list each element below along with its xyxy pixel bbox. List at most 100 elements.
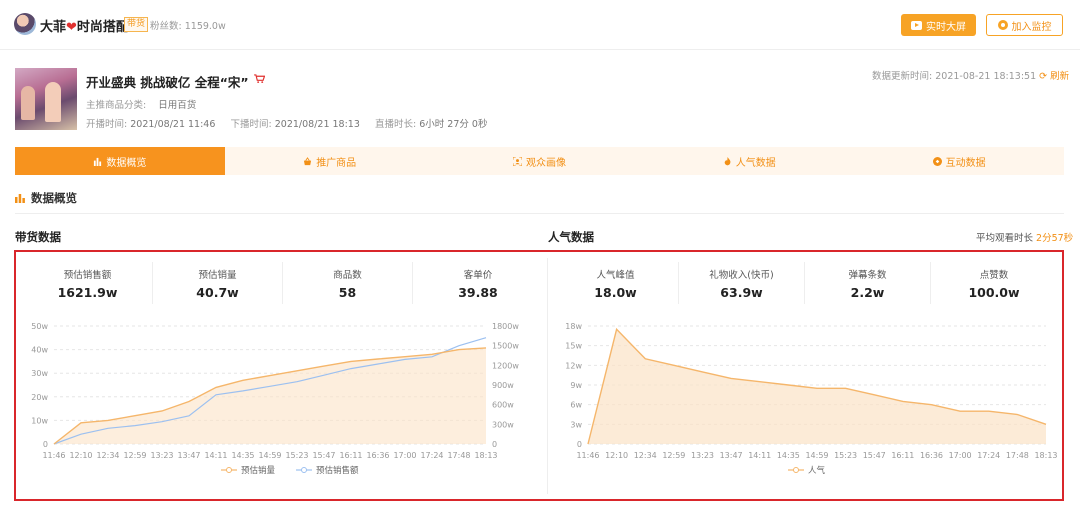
x-tick-label: 12:10	[605, 451, 628, 460]
sales-volume-line	[53, 347, 487, 445]
interaction-icon	[932, 156, 942, 166]
popularity-title: 人气数据	[548, 230, 594, 244]
fans-count: 粉丝数: 1159.0w	[150, 18, 226, 32]
legend-marker	[301, 467, 307, 473]
legend-marker	[793, 467, 799, 473]
popularity-area	[588, 329, 1046, 444]
stat-danmu: 弹幕条数 2.2w	[805, 262, 931, 304]
tab-interaction[interactable]: 互动数据	[854, 147, 1064, 175]
y-left-tick-label: 10w	[31, 416, 48, 425]
sales-panel: 预估销售额 1621.9w 预估销量 40.7w 商品数 58 客单价 39.88 0 1…	[16, 252, 547, 499]
panel-divider	[547, 258, 548, 494]
y-tick-label: 12w	[565, 361, 582, 370]
category-line: 主推商品分类: 日用百货	[86, 97, 196, 111]
stat-likes-label: 点赞数	[979, 269, 1009, 281]
section-divider	[15, 213, 1064, 214]
x-tick-label: 15:23	[285, 451, 308, 460]
x-tick-label: 14:59	[258, 451, 281, 460]
duration-value: 6小时 27分 0秒	[419, 119, 488, 130]
tab-overview-label: 数据概览	[106, 157, 147, 169]
x-tick-label: 14:59	[805, 451, 828, 460]
tab-audience[interactable]: 观众画像	[435, 147, 645, 175]
x-tick-label: 14:35	[777, 451, 800, 460]
realtime-screen-label: 实时大屏	[926, 21, 966, 33]
stat-gmv: 预估销售额 1621.9w	[23, 262, 153, 304]
stat-products-value: 58	[338, 284, 357, 300]
x-tick-label: 17:00	[949, 451, 972, 460]
y-left-tick-label: 30w	[31, 369, 48, 378]
x-tick-label: 16:11	[891, 451, 914, 460]
live-cover-image[interactable]	[15, 68, 77, 130]
stat-gifts-value: 63.9w	[720, 284, 763, 300]
live-title[interactable]: 开业盛典 挑战破亿 全程“宋”	[86, 75, 249, 90]
tab-overview[interactable]: 数据概览	[15, 147, 225, 175]
top-bar: 大菲❤时尚搭配 带货 粉丝数: 1159.0w 实时大屏 加入监控	[0, 0, 1080, 50]
time-line: 开播时间: 2021/08/21 11:46 下播时间: 2021/08/21 …	[86, 116, 487, 130]
popularity-chart[interactable]: 0 3w 6w 9w 12w 15w 18w 11:46 12:10 12:34 12:59 13:2…	[548, 310, 1062, 500]
sales-stats: 预估销售额 1621.9w 预估销量 40.7w 商品数 58 客单价 39.88	[23, 262, 543, 304]
y-tick-label: 15w	[565, 342, 582, 351]
avg-watch-time: 平均观看时长 2分57秒	[976, 230, 1073, 244]
add-monitor-button[interactable]: 加入监控	[986, 14, 1063, 36]
shop-name-part-a: 大菲	[40, 20, 67, 35]
x-tick-label: 14:11	[204, 451, 227, 460]
y-tick-label: 6w	[570, 401, 582, 410]
stat-likes: 点赞数 100.0w	[931, 262, 1057, 304]
heart-icon: ❤	[66, 20, 77, 35]
gmv-line	[53, 337, 487, 445]
stat-gifts: 礼物收入(快币) 63.9w	[679, 262, 805, 304]
y-right-tick-label: 1800w	[492, 322, 519, 331]
sales-chart[interactable]: 0 10w 20w 30w 40w 50w 0 300w 600w 900w 1200w 1500w 1…	[16, 310, 547, 500]
y-tick-label: 9w	[570, 381, 582, 390]
cart-icon[interactable]	[254, 74, 265, 83]
stat-gmv-value: 1621.9w	[57, 284, 118, 300]
avatar[interactable]	[14, 13, 36, 35]
realtime-screen-button[interactable]: 实时大屏	[901, 14, 976, 36]
legend-label: 预估销量	[241, 465, 276, 476]
y-left-tick-label: 40w	[31, 346, 48, 355]
refresh-button[interactable]: ⟳ 刷新	[1039, 71, 1070, 82]
stat-unit-price: 客单价 39.88	[413, 262, 543, 304]
stat-likes-value: 100.0w	[968, 284, 1020, 300]
legend-marker	[226, 467, 232, 473]
tab-products[interactable]: 推广商品	[225, 147, 435, 175]
section-title: 数据概览	[31, 191, 77, 205]
shop-name-part-b: 时尚搭配	[76, 20, 129, 35]
monitor-icon	[997, 20, 1008, 30]
section-header: 数据概览	[15, 190, 77, 206]
x-tick-label: 16:11	[339, 451, 362, 460]
x-tick-label: 17:00	[393, 451, 416, 460]
x-tick-label: 17:48	[1006, 451, 1029, 460]
tab-interaction-label: 互动数据	[945, 157, 986, 169]
tab-popularity-label: 人气数据	[735, 157, 776, 169]
x-tick-label: 13:23	[150, 451, 173, 460]
x-tick-label: 12:10	[69, 451, 92, 460]
highlight-frame: 预估销售额 1621.9w 预估销量 40.7w 商品数 58 客单价 39.88 0 1…	[14, 250, 1064, 501]
x-tick-label: 11:46	[576, 451, 599, 460]
fans-value: 1159.0w	[184, 21, 226, 32]
stat-sales-value: 40.7w	[196, 284, 239, 300]
play-screen-icon	[911, 20, 922, 30]
bar-chart-icon	[15, 194, 25, 203]
x-tick-label: 18:13	[474, 451, 497, 460]
end-time-label: 下播时间:	[230, 119, 272, 130]
y-left-tick-label: 0	[43, 440, 48, 449]
y-right-tick-label: 900w	[492, 381, 514, 390]
x-tick-label: 16:36	[366, 451, 389, 460]
x-tick-label: 12:59	[123, 451, 146, 460]
shop-name[interactable]: 大菲❤时尚搭配	[40, 16, 129, 35]
y-right-tick-label: 600w	[492, 401, 514, 410]
stat-unit-price-label: 客单价	[463, 269, 493, 281]
x-tick-label: 17:24	[420, 451, 443, 460]
x-tick-label: 14:11	[748, 451, 771, 460]
x-tick-label: 17:48	[447, 451, 470, 460]
stat-peak-label: 人气峰值	[596, 269, 635, 281]
x-tick-label: 11:46	[42, 451, 65, 460]
legend-label: 人气	[808, 465, 826, 476]
x-tick-label: 13:47	[177, 451, 200, 460]
stat-gifts-label: 礼物收入(快币)	[709, 269, 774, 281]
start-time-value: 2021/08/21 11:46	[130, 119, 216, 130]
add-monitor-label: 加入监控	[1011, 21, 1052, 33]
tab-bar: 数据概览 推广商品 观众画像 人气数据 互动数据	[15, 147, 1064, 175]
tab-popularity[interactable]: 人气数据	[644, 147, 854, 175]
